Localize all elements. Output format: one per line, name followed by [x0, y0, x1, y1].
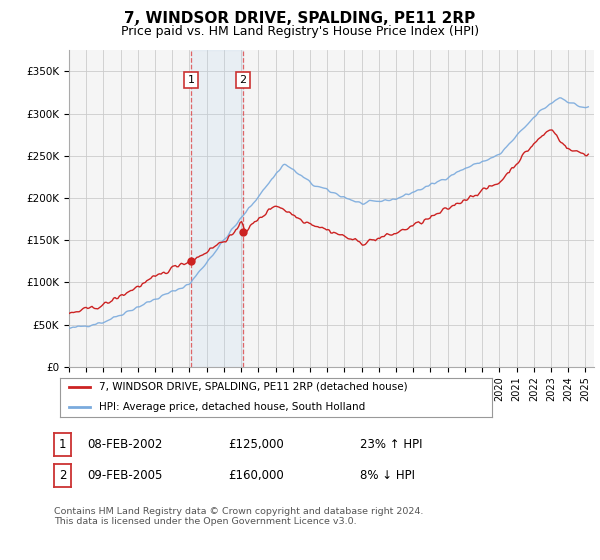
Text: Price paid vs. HM Land Registry's House Price Index (HPI): Price paid vs. HM Land Registry's House … [121, 25, 479, 38]
Text: £125,000: £125,000 [228, 438, 284, 451]
Text: 1: 1 [188, 75, 195, 85]
Text: £160,000: £160,000 [228, 469, 284, 482]
Text: Contains HM Land Registry data © Crown copyright and database right 2024.
This d: Contains HM Land Registry data © Crown c… [54, 507, 424, 526]
Text: 2: 2 [59, 469, 66, 482]
Text: 7, WINDSOR DRIVE, SPALDING, PE11 2RP: 7, WINDSOR DRIVE, SPALDING, PE11 2RP [124, 11, 476, 26]
Text: 1: 1 [59, 438, 66, 451]
Text: 8% ↓ HPI: 8% ↓ HPI [360, 469, 415, 482]
Text: HPI: Average price, detached house, South Holland: HPI: Average price, detached house, Sout… [99, 403, 365, 412]
Text: 09-FEB-2005: 09-FEB-2005 [87, 469, 163, 482]
Text: 23% ↑ HPI: 23% ↑ HPI [360, 438, 422, 451]
Text: 7, WINDSOR DRIVE, SPALDING, PE11 2RP (detached house): 7, WINDSOR DRIVE, SPALDING, PE11 2RP (de… [99, 381, 407, 391]
Bar [191, 50, 243, 367]
Text: 2: 2 [239, 75, 247, 85]
Text: 08-FEB-2002: 08-FEB-2002 [87, 438, 163, 451]
